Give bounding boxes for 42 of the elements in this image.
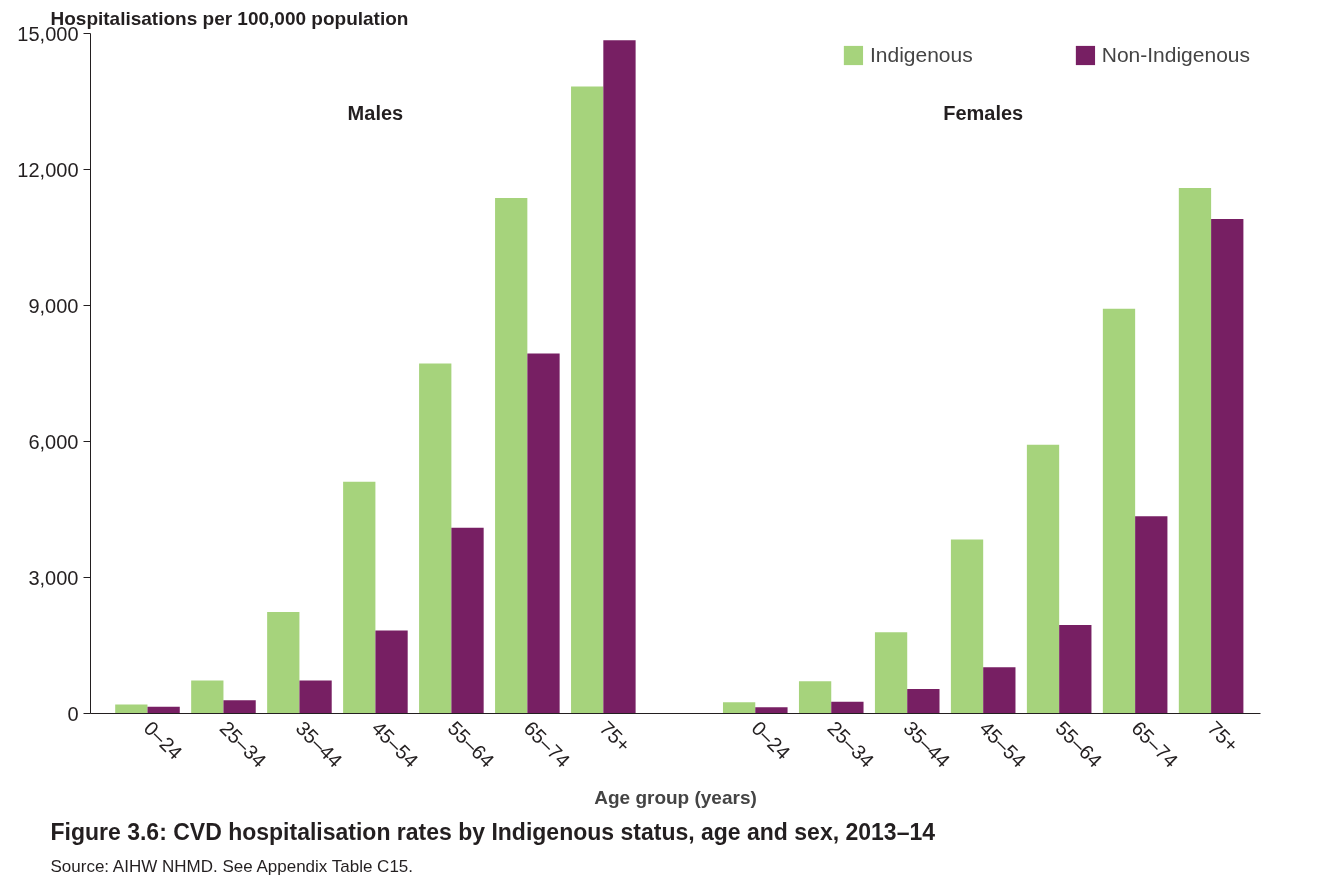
- bar: [267, 611, 300, 714]
- y-tick-label: 3,000: [28, 566, 79, 589]
- bar: [527, 353, 560, 714]
- bar: [603, 40, 636, 714]
- x-axis-title: Age group (years): [594, 787, 757, 809]
- bar: [755, 707, 788, 714]
- bar: [571, 86, 604, 714]
- bar: [950, 539, 984, 714]
- bar: [1059, 625, 1092, 714]
- bar: [983, 667, 1016, 714]
- bar: [419, 363, 452, 714]
- text: Figure 3.6: CVD hospitalisation rates by Indigenous status, age and sex, 2013–14: [50, 818, 936, 845]
- bar: [831, 701, 864, 714]
- x-tick-label: 75+: [1203, 716, 1243, 757]
- bar: [299, 680, 332, 714]
- annotation: Females: [943, 101, 1024, 124]
- annotation: Males: [347, 101, 404, 124]
- bar: [451, 527, 484, 714]
- bar: [1026, 444, 1060, 714]
- y-tick-label: 6,000: [28, 430, 79, 453]
- y-tick-label: 12,000: [17, 158, 79, 181]
- y-tick-label: 0: [67, 702, 79, 725]
- bar: [147, 706, 180, 714]
- bar: [191, 680, 224, 714]
- y-tick-label: 9,000: [28, 294, 79, 317]
- bar: [1211, 218, 1244, 714]
- bar: [115, 704, 148, 714]
- bar: [907, 689, 940, 714]
- bar: [1135, 516, 1168, 714]
- bar: [223, 700, 256, 714]
- bar: [1102, 308, 1136, 714]
- legend-label: Non-Indigenous: [1101, 43, 1250, 67]
- x-tick-label: 75+: [595, 716, 636, 757]
- bar: [722, 702, 756, 714]
- bar: [343, 481, 376, 714]
- bar: [375, 630, 408, 714]
- bar: [495, 198, 528, 714]
- legend-label: Indigenous: [869, 43, 973, 67]
- source-note: Source: AIHW NHMD. See Appendix Table C15.: [50, 856, 414, 876]
- bar: [798, 681, 832, 714]
- bar: [874, 632, 908, 714]
- bar: [1178, 188, 1212, 714]
